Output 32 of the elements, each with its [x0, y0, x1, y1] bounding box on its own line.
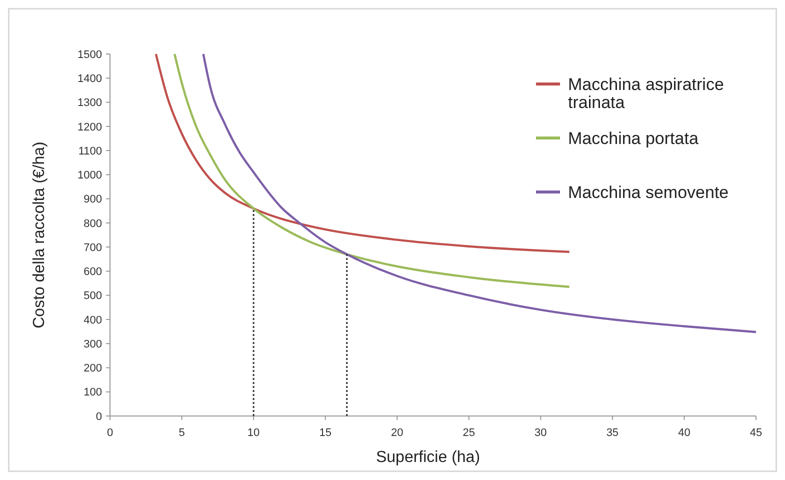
y-tick-label: 100 — [84, 386, 102, 399]
y-tick-label: 1100 — [78, 145, 102, 158]
x-tick-label: 10 — [247, 427, 260, 439]
y-tick-label: 900 — [84, 194, 102, 206]
y-tick-label: 700 — [84, 242, 102, 254]
y-tick-label: 200 — [84, 362, 102, 375]
y-axis-title: Costo della raccolta (€/ha) — [31, 142, 48, 328]
y-tick-label: 800 — [84, 218, 102, 230]
y-tick-label: 400 — [84, 314, 102, 326]
x-tick-label: 0 — [106, 427, 114, 439]
legend-label: Macchina portata — [568, 129, 699, 148]
x-tick-label: 30 — [534, 427, 547, 439]
legend-label: Macchina semovente — [568, 183, 729, 202]
x-tick-label: 45 — [750, 427, 762, 439]
x-tick-label: 5 — [178, 427, 185, 439]
x-tick-label: 35 — [606, 427, 619, 439]
x-tick-label: 40 — [678, 427, 690, 439]
y-tick-label: 500 — [84, 290, 102, 302]
x-tick-label: 25 — [462, 427, 476, 439]
y-tick-label: 600 — [84, 266, 102, 278]
y-tick-label: 1400 — [78, 72, 102, 85]
legend-label: Macchina aspiratrice trainata — [568, 75, 724, 112]
y-tick-label: 1300 — [78, 97, 102, 110]
line-series — [202, 52, 758, 334]
y-tick-label: 300 — [84, 338, 102, 350]
y-tick-label: 0 — [96, 410, 102, 423]
y-tick-label: 1000 — [78, 170, 102, 182]
y-tick-label: 1200 — [78, 121, 102, 134]
y-tick-label: 1500 — [78, 48, 102, 61]
x-tick-label: 20 — [390, 427, 404, 439]
x-axis-title: Superficie (ha) — [376, 449, 480, 466]
x-tick-label: 15 — [319, 427, 332, 439]
